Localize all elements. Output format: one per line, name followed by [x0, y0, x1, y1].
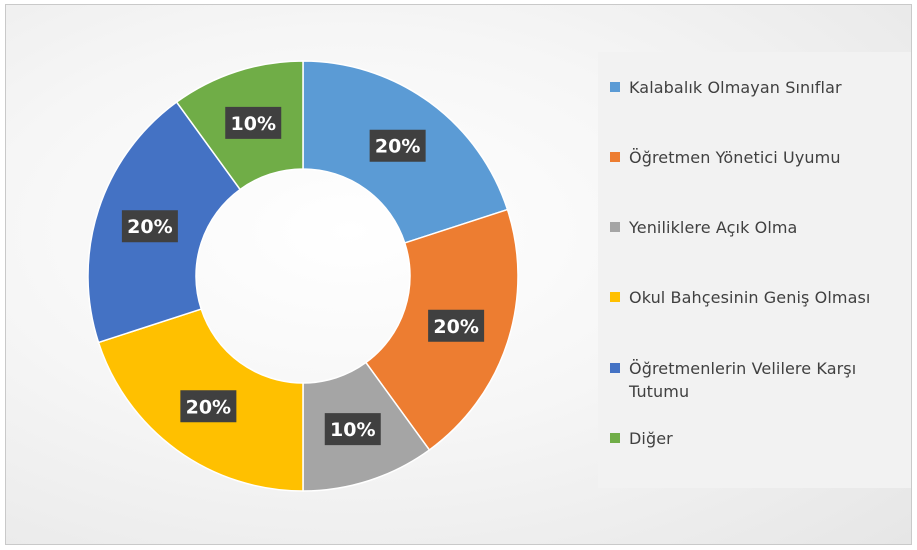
legend-swatch-4	[610, 292, 620, 302]
data-label-6: 10%	[225, 106, 282, 139]
data-label-box-1	[369, 129, 426, 162]
legend-label-1: Kalabalık Olmayan Sınıflar	[629, 78, 842, 97]
data-label-text-3: 10%	[330, 419, 375, 441]
data-label-box-6	[225, 106, 282, 139]
data-label-box-5	[121, 210, 178, 243]
legend-swatch-6	[610, 433, 620, 443]
data-label-box-4	[180, 390, 237, 423]
data-label-box-2	[428, 309, 485, 342]
data-label-text-1: 20%	[375, 136, 420, 158]
data-label-4: 20%	[180, 390, 237, 423]
data-label-5: 20%	[121, 210, 178, 243]
legend	[598, 52, 911, 488]
data-label-2: 20%	[428, 309, 485, 342]
data-label-1: 20%	[369, 129, 426, 162]
data-label-text-4: 20%	[186, 396, 231, 418]
data-label-text-6: 10%	[231, 113, 276, 135]
legend-swatch-2	[610, 152, 620, 162]
legend-label-4: Okul Bahçesinin Geniş Olması	[629, 288, 871, 307]
legend-swatch-3	[610, 222, 620, 232]
legend-swatch-1	[610, 82, 620, 92]
legend-label-5: Öğretmenlerin Velilere Karşı Tutumu	[629, 359, 857, 401]
legend-swatch-5	[610, 363, 620, 373]
legend-label-3: Yeniliklere Açık Olma	[629, 218, 798, 237]
data-label-box-3	[324, 413, 381, 446]
legend-label-2: Öğretmen Yönetici Uyumu	[629, 148, 841, 167]
data-label-text-5: 20%	[127, 216, 172, 238]
legend-label-6: Diğer	[629, 429, 673, 448]
data-label-text-2: 20%	[433, 316, 478, 338]
data-label-3: 10%	[324, 413, 381, 446]
